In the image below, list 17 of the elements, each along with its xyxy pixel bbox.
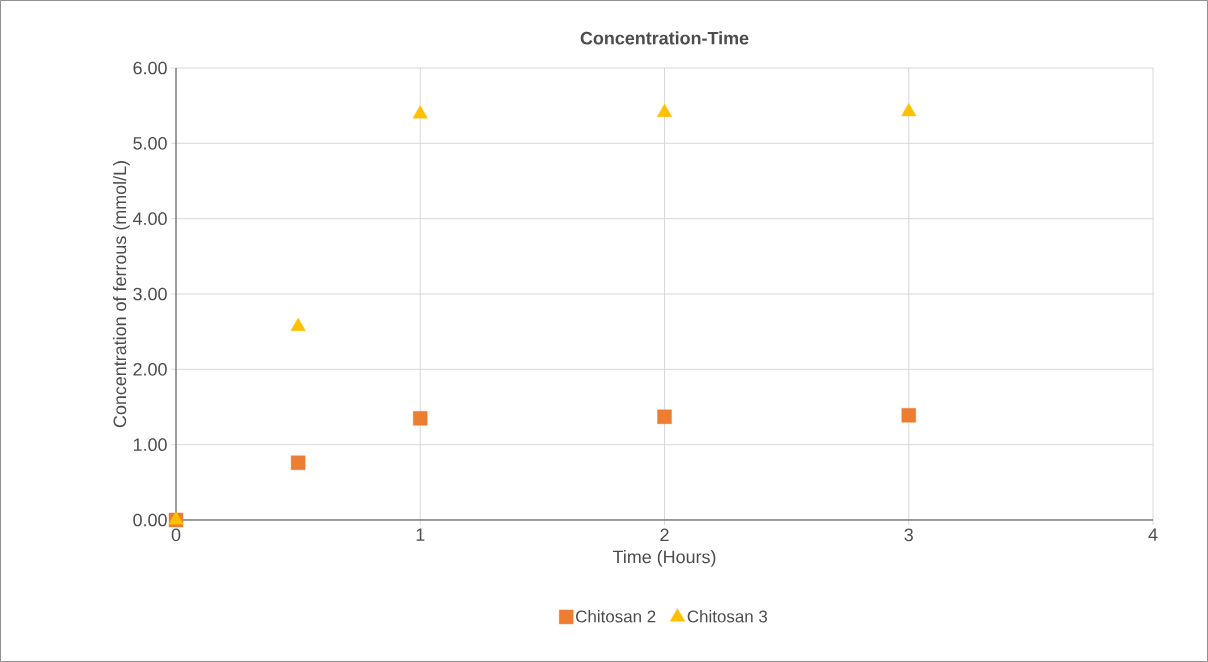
x-tick-label: 1: [416, 528, 425, 541]
x-tick-label: 2: [660, 528, 669, 542]
y-tick-label: 0.00: [133, 513, 167, 527]
legend-label: Chitosan 2: [576, 610, 656, 623]
x-tick-label: 3: [904, 528, 913, 542]
x-tick-label: 4: [1148, 528, 1158, 541]
x-tick-label: 0: [171, 528, 181, 542]
y-tick-label: 6.00: [133, 61, 167, 75]
y-axis-title: Concentration of ferrous (mmol/L): [113, 161, 130, 428]
y-tick-label: 4.00: [132, 212, 167, 225]
x-axis-title: Time (Hours): [612, 550, 716, 567]
y-tick-label: 1.00: [133, 438, 167, 451]
legend-label: Chitosan 3: [687, 610, 768, 623]
y-tick-label: 5.00: [133, 136, 167, 150]
chart-title: Concentration-Time: [580, 31, 749, 45]
y-tick-label: 2.00: [133, 362, 167, 376]
y-tick-label: 3.00: [133, 287, 167, 301]
